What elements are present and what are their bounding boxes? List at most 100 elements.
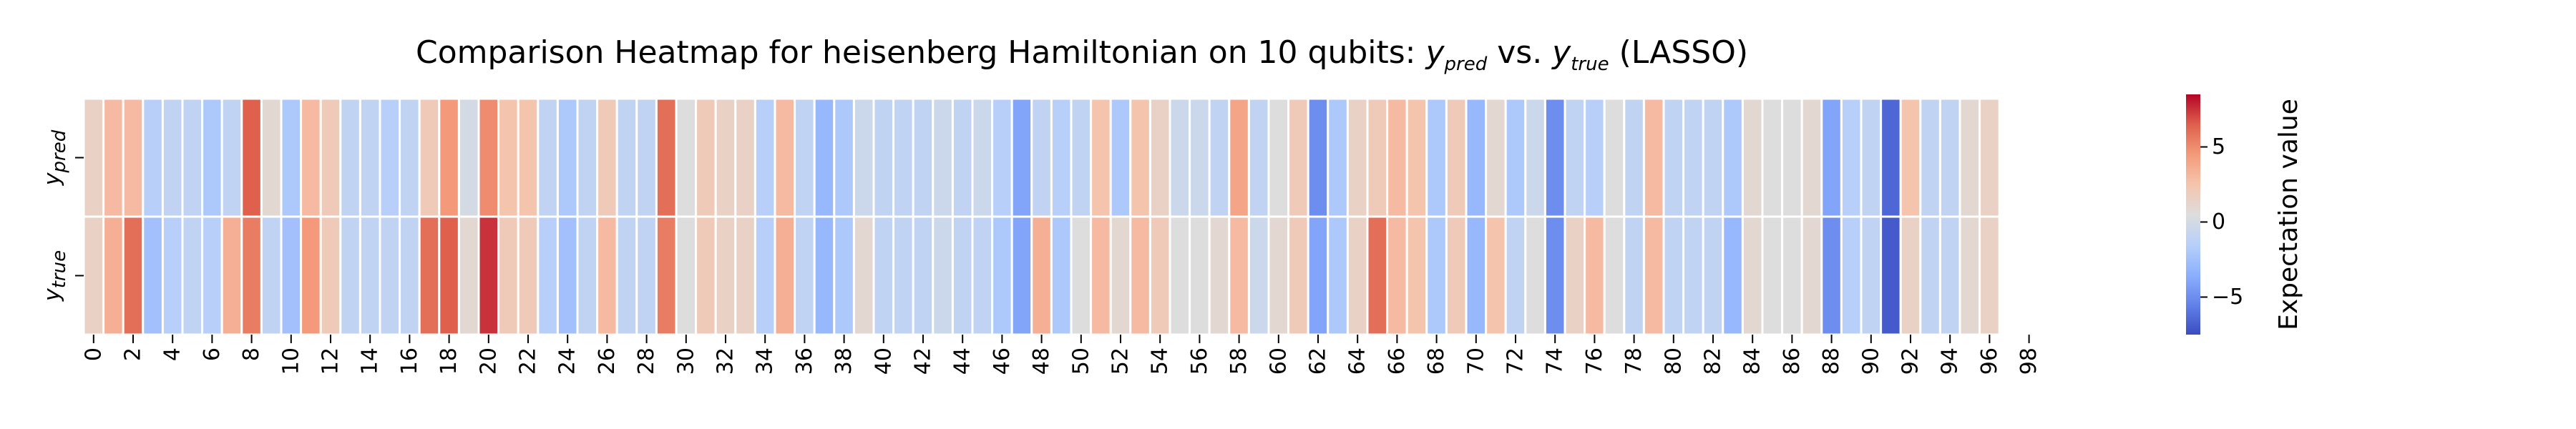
heatmap-cell	[220, 97, 243, 218]
heatmap-cell	[833, 97, 855, 218]
heatmap-cell	[181, 97, 204, 218]
heatmap-cell	[1524, 97, 1546, 218]
heatmap-cell	[971, 97, 994, 218]
heatmap-cell	[1485, 97, 1507, 218]
colorbar-tick-label: −5	[2212, 285, 2243, 310]
heatmap-cell	[1465, 97, 1488, 218]
heatmap-cell	[1524, 215, 1546, 336]
x-tick-label: 90	[1858, 347, 1883, 375]
heatmap-cell	[358, 215, 381, 336]
x-tick-label: 52	[1108, 347, 1133, 375]
x-tick-label: 84	[1740, 347, 1765, 375]
heatmap-cell	[1958, 97, 1981, 218]
heatmap-cell	[892, 215, 914, 336]
heatmap-cell	[596, 215, 618, 336]
heatmap-cell	[1425, 97, 1448, 218]
x-tick-label: 30	[673, 347, 698, 375]
x-tick-label: 16	[397, 347, 422, 375]
heatmap-cell	[1781, 97, 1803, 218]
heatmap-cell	[1070, 215, 1093, 336]
heatmap-cell	[1425, 215, 1448, 336]
heatmap-cell	[1148, 215, 1171, 336]
heatmap-cell	[1741, 215, 1764, 336]
x-tick-label: 20	[476, 347, 501, 375]
heatmap-cell	[991, 97, 1013, 218]
heatmap-cell	[1820, 215, 1843, 336]
heatmap-cell	[1405, 97, 1428, 218]
heatmap-cell	[240, 215, 263, 336]
heatmap-cell	[517, 97, 540, 218]
x-tick-label: 96	[1977, 347, 2002, 375]
heatmap-cell	[1979, 215, 2001, 336]
title-y1-sub: pred	[1444, 54, 1488, 75]
heatmap-cell	[615, 215, 638, 336]
x-tick-label: 36	[792, 347, 817, 375]
heatmap-cell	[1741, 97, 1764, 218]
heatmap-cell	[1563, 215, 1586, 336]
heatmap-cell	[1543, 215, 1566, 336]
chart-title: Comparison Heatmap for heisenberg Hamilt…	[416, 34, 1748, 75]
x-tick-label: 2	[121, 347, 146, 361]
heatmap-cell	[1169, 97, 1191, 218]
x-tick-label: 98	[2016, 347, 2041, 375]
heatmap-cell	[161, 97, 184, 218]
heatmap-cell	[695, 215, 717, 336]
title-y2: y	[1551, 34, 1571, 71]
heatmap-cell	[1584, 97, 1606, 218]
heatmap-cells	[82, 97, 2001, 336]
heatmap-cell	[991, 215, 1013, 336]
heatmap-cell	[1405, 215, 1428, 336]
heatmap-cell	[1642, 97, 1665, 218]
x-tick-label: 92	[1898, 347, 1923, 375]
heatmap-cell	[774, 215, 796, 336]
heatmap-cell	[576, 97, 599, 218]
heatmap-cell	[1702, 97, 1724, 218]
heatmap-cell	[1307, 215, 1330, 336]
heatmap-cell	[1386, 97, 1408, 218]
heatmap-cell	[1228, 215, 1250, 336]
heatmap-cell	[872, 97, 895, 218]
y-tick-label-sub: pred	[49, 129, 70, 173]
heatmap-cell	[932, 215, 954, 336]
heatmap-cell	[813, 97, 836, 218]
heatmap-cell	[596, 97, 618, 218]
heatmap-cell	[142, 97, 164, 218]
x-tick-label: 28	[634, 347, 659, 375]
heatmap-cell	[1445, 215, 1468, 336]
heatmap-cell	[753, 97, 776, 218]
heatmap-cell	[734, 215, 756, 336]
heatmap-cell	[1129, 97, 1151, 218]
heatmap-cell	[1050, 215, 1073, 336]
heatmap-cell	[635, 215, 658, 336]
heatmap-cell	[1662, 97, 1685, 218]
heatmap-cell	[102, 97, 125, 218]
heatmap-cell	[774, 97, 796, 218]
heatmap-cell	[635, 97, 658, 218]
x-tick-label: 54	[1148, 347, 1173, 375]
heatmap-cell	[695, 97, 717, 218]
heatmap-cell	[734, 97, 756, 218]
heatmap-cell	[1504, 215, 1527, 336]
heatmap-cell	[1938, 215, 1961, 336]
x-tick-label: 78	[1621, 347, 1646, 375]
x-tick-label: 4	[160, 347, 185, 361]
heatmap-cell	[1781, 215, 1803, 336]
heatmap-cell	[220, 215, 243, 336]
heatmap-cell	[1030, 215, 1053, 336]
heatmap-cell	[1267, 215, 1290, 336]
heatmap-cell	[497, 215, 519, 336]
heatmap-cell	[1346, 215, 1369, 336]
x-tick-label: 66	[1385, 347, 1410, 375]
heatmap-cell	[1287, 215, 1309, 336]
heatmap-cell	[951, 215, 974, 336]
heatmap-cell	[1030, 97, 1053, 218]
title-y2-sub: true	[1571, 54, 1609, 75]
heatmap-cell	[1899, 97, 1922, 218]
heatmap-cell	[714, 215, 737, 336]
x-tick-label: 88	[1819, 347, 1844, 375]
heatmap-cell	[1090, 97, 1112, 218]
heatmap-cell	[1090, 215, 1112, 336]
heatmap-cell	[418, 97, 441, 218]
heatmap-cell	[1208, 215, 1231, 336]
